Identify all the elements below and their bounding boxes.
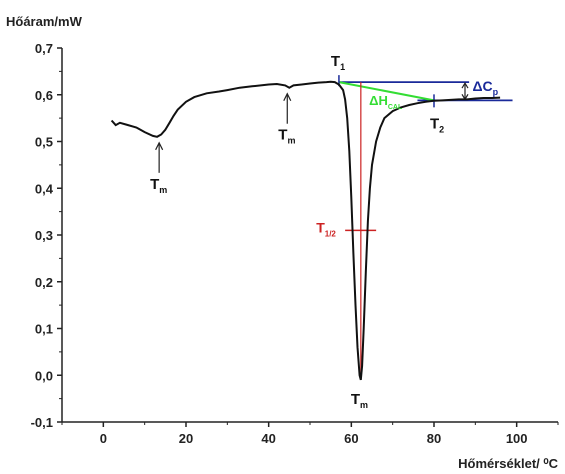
y-ticks: -0,1 0,0 0,1 0,2 0,3 0,4 0,5 0,6 0,7 — [31, 41, 62, 430]
y-tick-label: 0,3 — [35, 228, 53, 243]
y-tick-label: 0,0 — [35, 368, 53, 383]
x-tick-label: 100 — [506, 431, 528, 446]
y-tick-label: -0,1 — [31, 415, 53, 430]
y-tick-label: 0,5 — [35, 135, 53, 150]
x-tick-label: 80 — [427, 431, 441, 446]
dh-cal-label: ΔHCAL — [369, 93, 403, 111]
t1-label: T1 — [331, 53, 345, 72]
t2-label: T2 — [430, 115, 444, 134]
x-tick-label: 20 — [179, 431, 193, 446]
axes — [61, 48, 558, 423]
tm-peak-label: Tm — [351, 391, 368, 410]
x-tick-label: 60 — [344, 431, 358, 446]
y-axis-title: Hőáram/mW — [6, 14, 83, 29]
dcp-arrow-head-up — [461, 81, 469, 89]
tm-mid-arrow-head — [283, 92, 292, 102]
y-tick-label: 0,2 — [35, 275, 53, 290]
annotations: Tm Tm Tm T1 T2 T1/2 ΔHCAL ΔCp — [150, 53, 498, 410]
y-tick-label: 0,7 — [35, 41, 53, 56]
y-tick-label: 0,4 — [35, 181, 54, 196]
constructions — [155, 75, 513, 380]
x-tick-label: 0 — [100, 431, 107, 446]
tm-left-label: Tm — [150, 176, 167, 195]
x-axis-title: Hőmérséklet/ ⁰C — [458, 456, 558, 471]
dh-integration-line — [338, 81, 435, 102]
y-tick-label: 0,6 — [35, 88, 53, 103]
x-ticks: 0 20 40 60 80 100 — [61, 422, 559, 446]
tm-left-arrow-head — [155, 141, 164, 151]
tm-mid-label: Tm — [278, 127, 295, 146]
x-tick-label: 40 — [261, 431, 275, 446]
y-tick-label: 0,1 — [35, 322, 53, 337]
t-half-label: T1/2 — [316, 219, 336, 238]
series-line — [110, 80, 501, 381]
dcp-label: ΔCp — [472, 78, 498, 97]
